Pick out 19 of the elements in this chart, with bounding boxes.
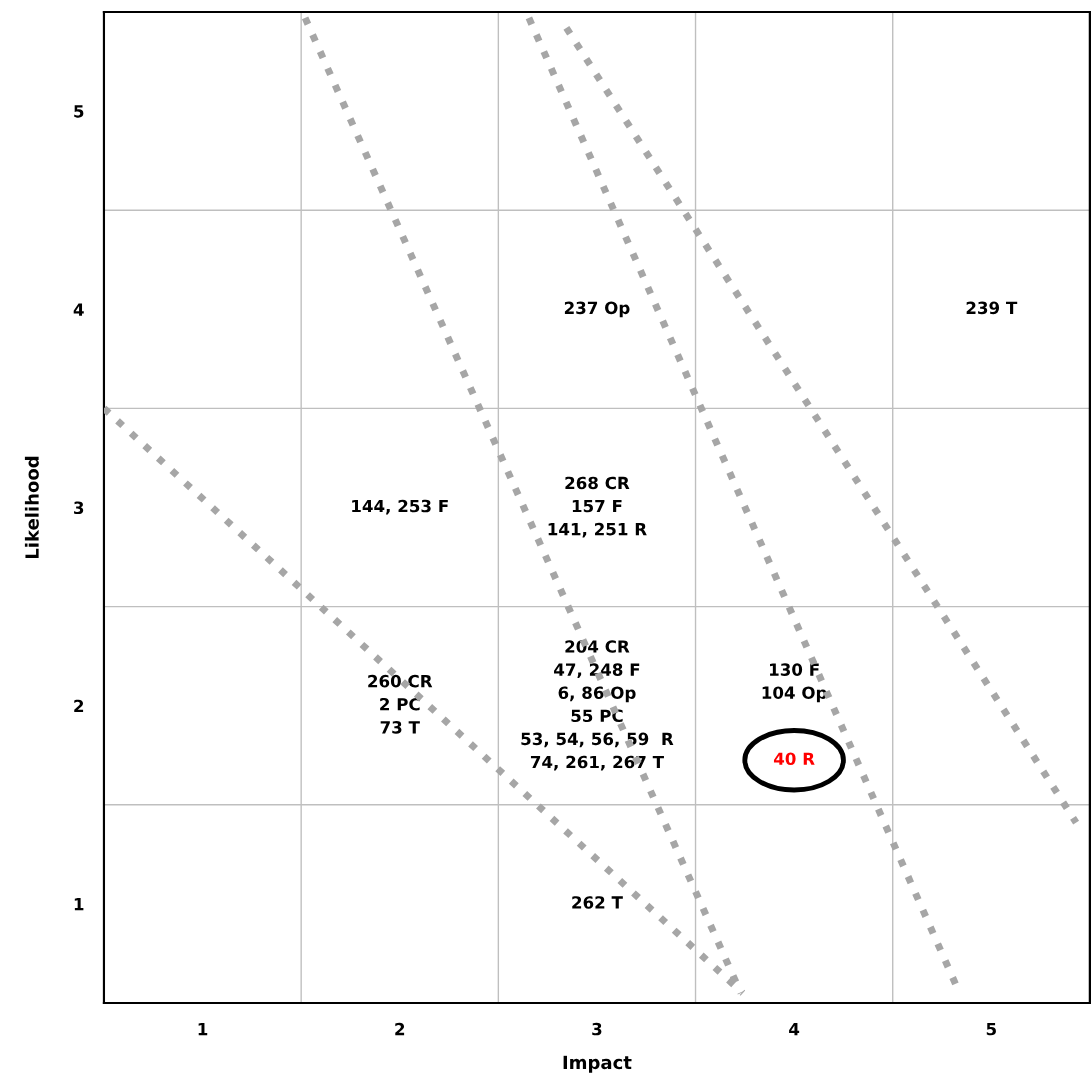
y-tick-label: 2 — [74, 699, 84, 713]
x-tick-label: 2 — [395, 1022, 405, 1036]
y-tick-label: 5 — [74, 105, 84, 118]
annotation: 40 R — [773, 752, 815, 766]
x-tick-label: 1 — [198, 1022, 208, 1036]
y-tick-label: 1 — [74, 898, 84, 911]
x-axis-title: Impact — [563, 1055, 632, 1073]
text: 262 T — [572, 896, 623, 909]
x-tick-label: 5 — [986, 1022, 996, 1036]
text: 239 T — [966, 301, 1018, 315]
text: 260 CR 2 PC 73 T — [368, 674, 433, 734]
y-tick-label: 4 — [73, 303, 84, 316]
x-tick-label: 3 — [592, 1022, 602, 1036]
text: 237 Op — [564, 301, 630, 318]
text: 144, 253 F — [352, 499, 448, 515]
y-tick-label: 3 — [74, 501, 84, 515]
text: 268 CR 157 F 141, 251 R — [548, 476, 647, 538]
x-tick-label: 4 — [789, 1022, 800, 1036]
y-axis-title: Likelihood — [24, 456, 39, 559]
